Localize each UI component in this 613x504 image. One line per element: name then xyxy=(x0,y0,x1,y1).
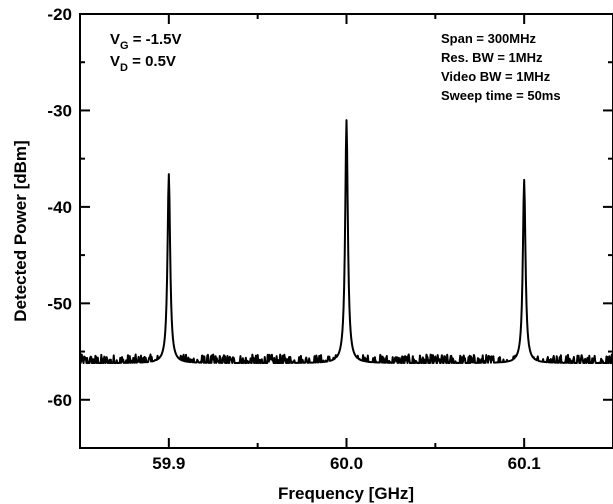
y-tick-label: -20 xyxy=(47,5,72,24)
vd-base: V xyxy=(110,53,120,70)
y-tick-label: -30 xyxy=(47,101,72,120)
vg-sub: G xyxy=(120,40,129,52)
x-tick-label: 60.0 xyxy=(330,454,363,473)
x-tick-label: 59.9 xyxy=(152,454,185,473)
ticks-layer: -20 -30 -40 -50 -60 59.9 60.0 60.1 xyxy=(47,5,613,473)
y-axis-title: Detected Power [dBm] xyxy=(11,140,30,321)
sweep-time-label: Sweep time = 50ms xyxy=(441,88,561,103)
vd-value: = 0.5V xyxy=(128,53,176,70)
gate-voltage-label: VG = -1.5V xyxy=(110,31,182,52)
vg-value: = -1.5V xyxy=(129,31,182,48)
y-tick-label: -60 xyxy=(47,391,72,410)
spectrum-trace xyxy=(79,119,613,365)
vd-sub: D xyxy=(120,62,128,74)
x-axis-title: Frequency [GHz] xyxy=(278,484,414,503)
video-bw-label: Video BW = 1MHz xyxy=(441,69,551,84)
x-tick-label: 60.1 xyxy=(508,454,541,473)
span-label: Span = 300MHz xyxy=(441,31,537,46)
drain-voltage-label: VD = 0.5V xyxy=(110,53,176,74)
y-tick-label: -50 xyxy=(47,294,72,313)
res-bw-label: Res. BW = 1MHz xyxy=(441,50,543,65)
y-tick-label: -40 xyxy=(47,198,72,217)
vg-base: V xyxy=(110,31,120,48)
